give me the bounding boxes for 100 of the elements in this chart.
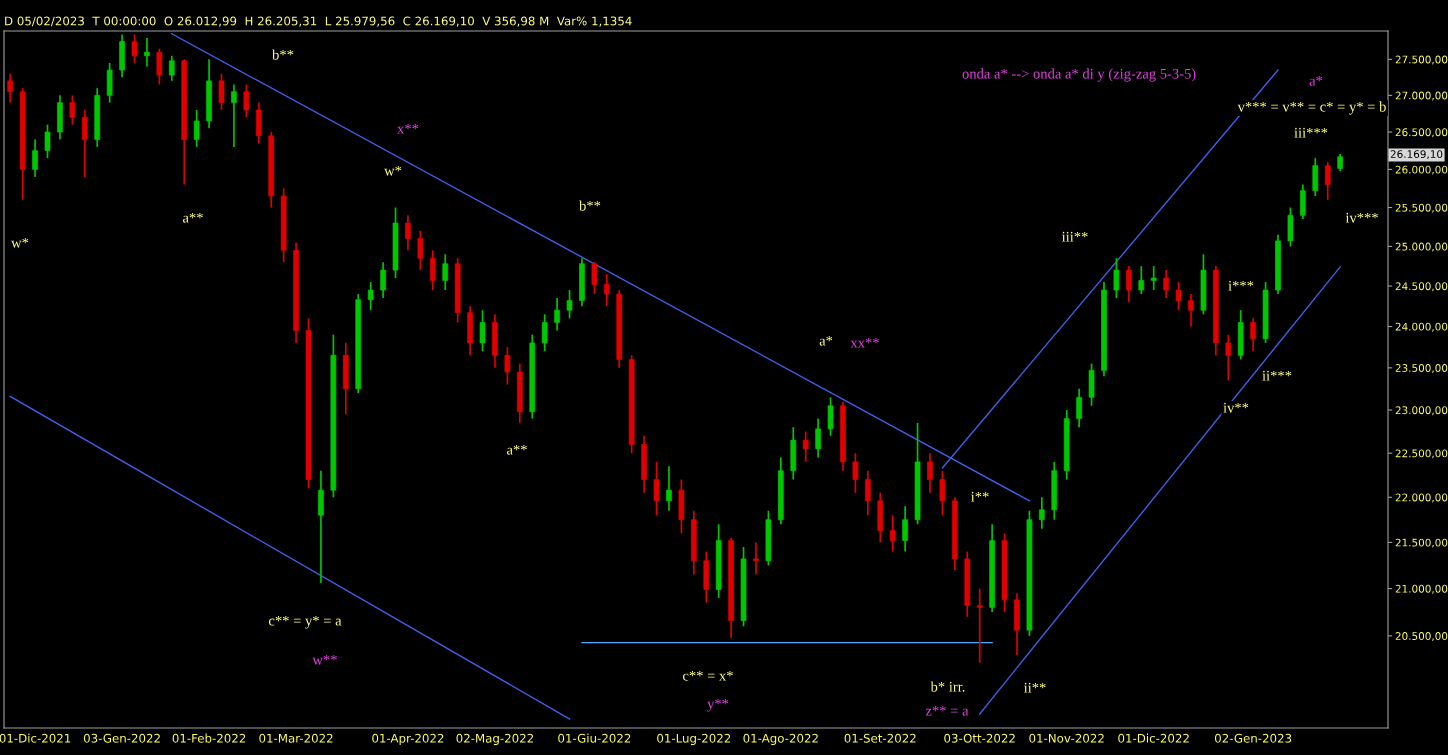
annotation: c** = y* = a (268, 615, 342, 629)
x-tick-label: 01-Apr-2022 (372, 733, 444, 745)
annotation: iv** (1223, 402, 1249, 413)
annotation: ii*** (1262, 370, 1292, 381)
y-tick-label: 23.500,00 (1395, 364, 1448, 373)
candlestick (1163, 269, 1169, 299)
candlestick (666, 465, 672, 512)
y-tick-label: 24.500,00 (1395, 282, 1448, 292)
y-tick-label: 27.000,00 (1395, 91, 1448, 101)
candlestick (405, 214, 411, 252)
annotation: c** = x* (682, 670, 733, 681)
y-tick-label: 21.500,00 (1395, 538, 1448, 548)
candlestick (653, 461, 660, 517)
candlestick (156, 47, 163, 86)
annotation: iv*** (1345, 212, 1378, 223)
candlestick (902, 505, 908, 553)
y-tick-label: 25.000,00 (1395, 242, 1448, 252)
candlestick (442, 253, 449, 291)
y-tick-label: 26.000,00 (1395, 165, 1448, 175)
candlestick (1113, 257, 1120, 299)
candlestick (1324, 161, 1331, 201)
y-tick-label: 21.000,00 (1395, 584, 1448, 594)
text: D 05/02/2023 T 00:00:00 O 26.012,99 H 26.205,31 L 25.979,56 C 26.169,10 V 356,98 M Var% 1,1354 (5, 16, 632, 27)
candlestick (504, 346, 511, 386)
candlestick (976, 587, 983, 664)
x-tick-label: 03-Ott-2022 (944, 733, 1015, 743)
candlestick (218, 72, 225, 111)
x-tick-label: 03-Gen-2022 (83, 733, 160, 743)
x-tick-label: 01-Ago-2022 (743, 733, 818, 745)
annotation: onda a* --> onda a* di y (zig-zag 5-3-5) (962, 68, 1196, 82)
x-tick-label: 01-Giu-2022 (558, 733, 631, 743)
candlestick (889, 514, 896, 553)
annotation: b** (579, 200, 601, 211)
candlestick (144, 37, 150, 68)
candlestick (380, 261, 386, 299)
candlestick (243, 83, 250, 119)
annotation: a** (182, 212, 203, 223)
candlestick (7, 72, 14, 104)
candlestick (554, 297, 560, 332)
annotation: a* (819, 335, 833, 346)
candlestick (168, 54, 175, 82)
candlestick (231, 83, 237, 148)
y-tick-label: 25.500,00 (1395, 203, 1448, 213)
annotation: i** (970, 491, 989, 502)
annotation: w* (11, 237, 29, 248)
annotation: xx** (850, 337, 879, 348)
x-tick-label: 01-Dic-2022 (1118, 733, 1189, 743)
candlestick (815, 417, 821, 459)
candlestick (367, 281, 374, 312)
candlestick (591, 261, 598, 295)
y-tick-label: 24.000,00 (1395, 322, 1448, 332)
annotation: z** = a (925, 705, 969, 716)
candlestick (81, 109, 88, 178)
candlestick (1126, 265, 1132, 303)
annotation: ii** (1023, 682, 1046, 693)
candlestick (1250, 317, 1256, 353)
candlestick (44, 123, 51, 159)
y-tick-label: 27.500,00 (1395, 55, 1448, 65)
candlestick (541, 313, 548, 353)
candlestick (1039, 496, 1045, 530)
x-tick-label: 01-Lug-2022 (657, 733, 731, 745)
y-tick-label: 23.000,00 (1395, 406, 1448, 416)
annotation: b* irr. (930, 681, 965, 692)
candlestick (1188, 293, 1194, 328)
candlestick (852, 452, 859, 494)
x-tick-label: 01-Dic-2021 (0, 733, 71, 743)
y-tick-label: 20.500,00 (1395, 632, 1448, 642)
annotation: y** (707, 698, 729, 712)
candlestick (1150, 265, 1157, 291)
annotation: b** (272, 49, 294, 60)
annotation: v*** = v** = c* = y* = b (1237, 101, 1386, 115)
candlestick (1175, 281, 1182, 312)
annotation: iii*** (1294, 127, 1328, 138)
candlestick (865, 469, 871, 517)
annotation: x** (397, 123, 419, 134)
annotation: w** (312, 654, 337, 665)
y-tick-label: 22.000,00 (1395, 493, 1448, 503)
x-tick-label: 02-Mag-2022 (456, 733, 534, 745)
annotation: w* (384, 165, 402, 176)
candlestick (1225, 333, 1232, 382)
x-tick-label: 01-Nov-2022 (1029, 733, 1104, 743)
candlestick (753, 541, 759, 576)
annotation: a** (506, 444, 527, 455)
candlestick (417, 229, 424, 271)
candlestick (32, 138, 38, 178)
y-tick-label: 22.500,00 (1395, 449, 1448, 459)
candlestick (802, 430, 809, 463)
annotation: i*** (1228, 280, 1254, 291)
x-tick-label: 01-Set-2022 (844, 733, 916, 743)
candlestick (1138, 265, 1145, 295)
annotation: iii** (1061, 231, 1088, 242)
candlestick (429, 249, 436, 291)
candlestick (193, 109, 200, 148)
candlestick (479, 309, 486, 353)
candlestick (69, 94, 76, 126)
x-tick-label: 02-Gen-2023 (1214, 733, 1292, 743)
candlestick (927, 452, 933, 494)
candlestick (566, 289, 573, 320)
candlestick (131, 33, 138, 64)
x-tick-label: 01-Mar-2022 (259, 733, 333, 743)
